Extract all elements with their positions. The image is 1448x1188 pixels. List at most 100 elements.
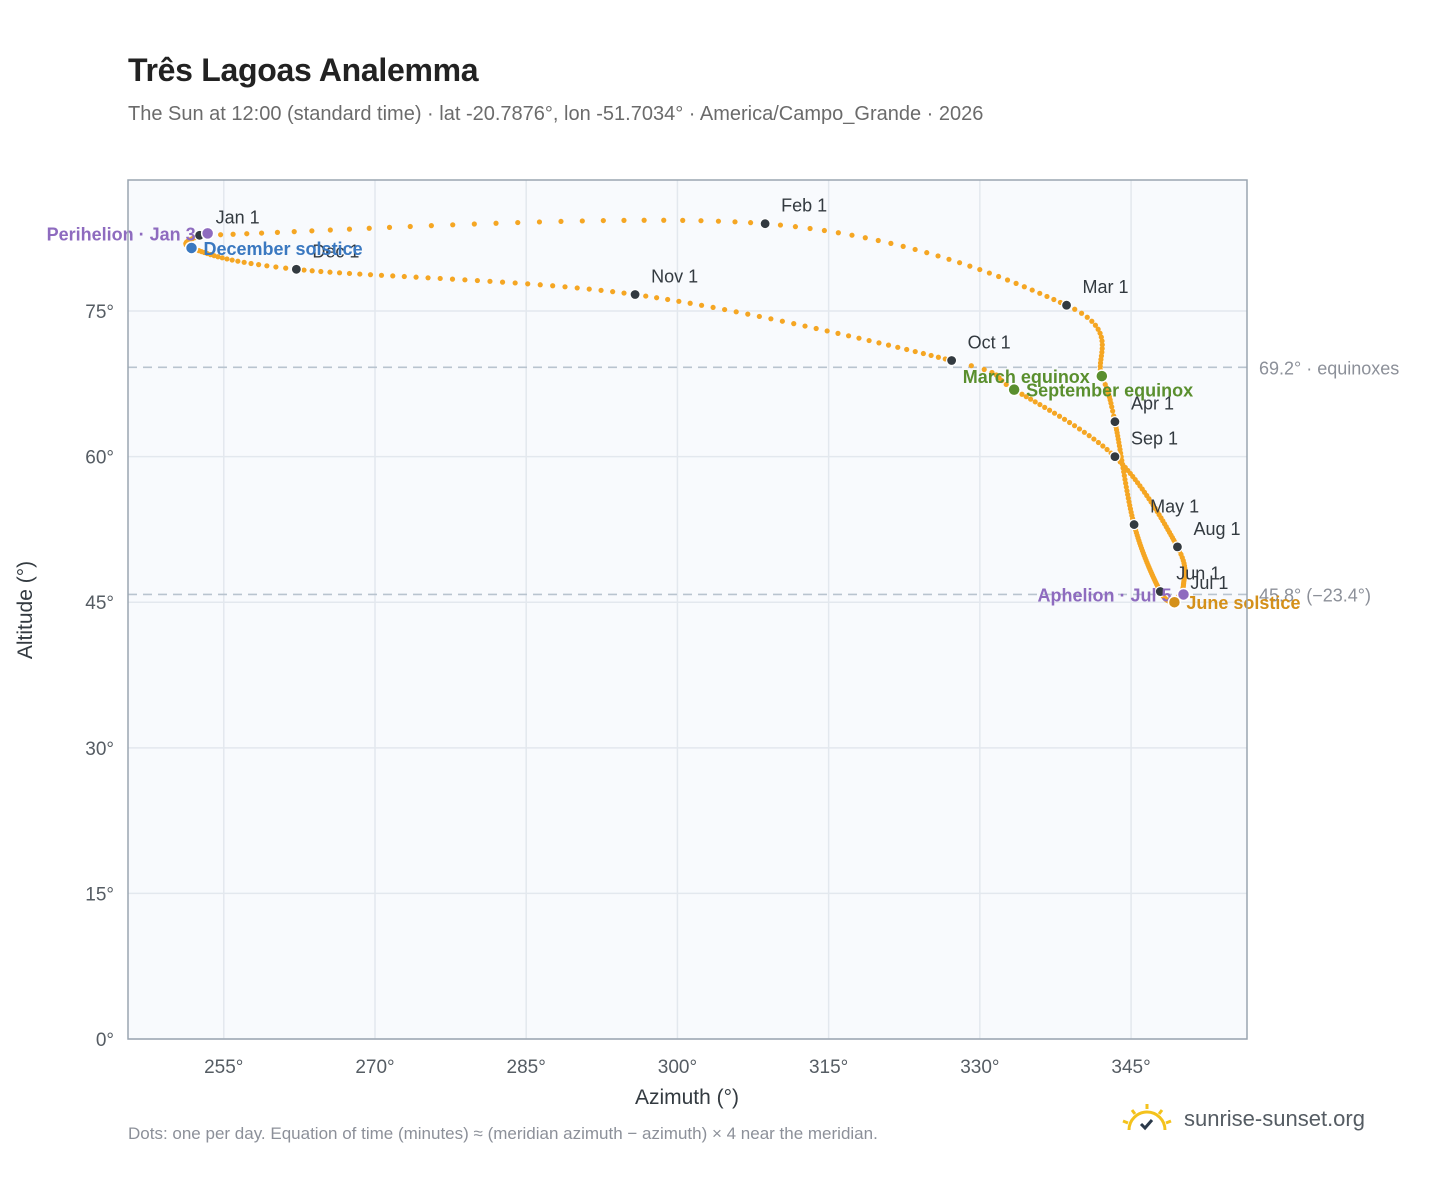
day-dot xyxy=(875,237,881,244)
day-dot xyxy=(264,263,270,269)
y-tick-label: 0° xyxy=(96,1030,114,1051)
day-dot xyxy=(835,330,841,336)
day-dot xyxy=(1097,330,1103,336)
x-tick-label: 315° xyxy=(809,1057,848,1078)
reference-line-label: 45.8° (−23.4°) xyxy=(1259,585,1371,605)
day-dot xyxy=(643,293,649,299)
day-dot xyxy=(845,333,852,339)
day-dot xyxy=(1071,423,1078,429)
day-dot xyxy=(1066,419,1073,426)
month-marker xyxy=(290,263,302,275)
y-tick-label: 75° xyxy=(85,302,114,323)
day-dot xyxy=(687,300,693,306)
brand[interactable]: sunrise-sunset.org xyxy=(1120,1102,1365,1136)
event-marker xyxy=(1167,595,1182,609)
day-dot xyxy=(1037,290,1043,296)
y-tick-label: 15° xyxy=(85,884,114,905)
day-dot xyxy=(1084,314,1090,320)
day-dot xyxy=(241,259,247,265)
day-dot xyxy=(821,227,827,234)
month-label: Feb 1 xyxy=(781,196,827,216)
y-axis-label: Altitude (°) xyxy=(14,561,37,659)
day-dot xyxy=(807,225,813,232)
day-dot xyxy=(283,265,289,271)
day-dot xyxy=(1051,296,1057,303)
day-dot xyxy=(579,218,585,224)
day-dot xyxy=(802,323,808,329)
month-label: Jan 1 xyxy=(216,207,260,227)
day-dot xyxy=(924,250,930,256)
x-tick-label: 300° xyxy=(658,1057,697,1078)
day-dot xyxy=(928,352,934,359)
day-dot xyxy=(562,284,568,290)
day-dot xyxy=(792,224,799,230)
day-dot xyxy=(1109,404,1115,410)
day-dot xyxy=(367,272,374,278)
day-dot xyxy=(1091,436,1097,442)
day-dot xyxy=(876,340,882,346)
day-dot xyxy=(977,266,983,273)
day-dot xyxy=(525,281,531,287)
day-dot xyxy=(654,295,660,301)
month-label: Nov 1 xyxy=(651,267,698,287)
day-dot xyxy=(989,369,995,376)
footnote: Dots: one per day. Equation of time (min… xyxy=(128,1124,878,1143)
day-dot xyxy=(327,269,333,275)
day-dot xyxy=(946,256,952,262)
day-dot xyxy=(1086,433,1092,439)
day-dot xyxy=(390,273,396,279)
day-dot xyxy=(366,225,372,231)
x-axis-label: Azimuth (°) xyxy=(635,1086,739,1109)
day-dot xyxy=(550,283,556,289)
day-dot xyxy=(1092,322,1099,328)
event-label: Perihelion · Jan 3 xyxy=(47,224,196,244)
event-label: Aphelion · Jul 5 xyxy=(1037,585,1171,605)
month-marker xyxy=(1109,416,1121,428)
day-dot xyxy=(621,217,627,223)
day-dot xyxy=(935,354,942,360)
day-dot xyxy=(1095,326,1101,332)
day-dot xyxy=(661,217,667,223)
day-dot xyxy=(357,271,363,277)
month-marker xyxy=(629,288,641,301)
day-dot xyxy=(856,335,862,341)
reference-line-label: 69.2° · equinoxes xyxy=(1259,358,1399,378)
day-dot xyxy=(309,268,315,274)
day-dot xyxy=(229,257,235,263)
chart-subtitle: The Sun at 12:00 (standard time) · lat -… xyxy=(128,103,984,125)
day-dot xyxy=(1104,446,1110,453)
day-dot xyxy=(1098,334,1104,340)
event-marker xyxy=(200,226,215,241)
day-dot xyxy=(346,270,353,277)
day-dot xyxy=(1013,280,1019,286)
day-dot xyxy=(1028,396,1034,402)
day-dot xyxy=(428,223,434,229)
day-dot xyxy=(610,289,616,295)
month-label: Mar 1 xyxy=(1083,277,1129,297)
day-dot xyxy=(425,275,431,281)
sun-logo-icon xyxy=(1122,1104,1172,1131)
day-dot xyxy=(515,219,521,226)
month-marker xyxy=(946,354,958,367)
day-dot xyxy=(641,217,647,223)
day-dot xyxy=(598,287,604,293)
event-marker xyxy=(184,241,199,255)
day-dot xyxy=(1081,429,1087,435)
day-dot xyxy=(866,337,872,344)
y-tick-label: 30° xyxy=(85,739,114,760)
day-dot xyxy=(1044,293,1050,300)
day-dot xyxy=(710,304,716,311)
day-dot xyxy=(862,235,868,241)
month-marker xyxy=(759,218,771,230)
x-tick-label: 270° xyxy=(355,1057,394,1078)
day-dot xyxy=(499,279,506,285)
event-label: June solstice xyxy=(1186,593,1300,613)
day-dot xyxy=(1089,318,1095,324)
day-dot xyxy=(1061,416,1068,422)
day-dot xyxy=(768,316,774,322)
event-marker xyxy=(1176,587,1191,602)
day-dot xyxy=(733,309,739,315)
day-dot xyxy=(407,223,413,230)
day-dot xyxy=(1046,407,1053,413)
